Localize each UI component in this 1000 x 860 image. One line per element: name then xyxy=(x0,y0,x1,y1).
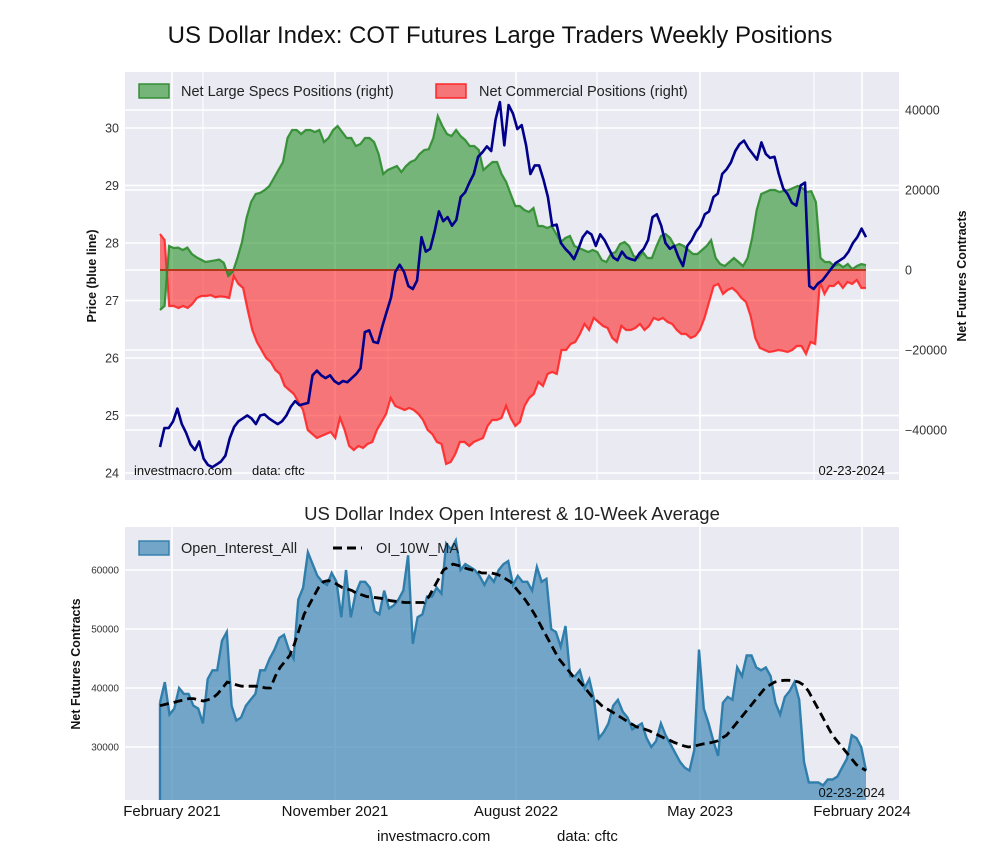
top-ytick-left-label: 29 xyxy=(105,179,119,193)
top-ytick-left-label: 24 xyxy=(105,467,119,481)
top-panel: 24 25 26 27 28 29 30 −40000 −20000 0 20000 40000 P… xyxy=(85,72,969,481)
legend-swatch-commercial xyxy=(436,84,466,98)
legend-label-specs: Net Large Specs Positions (right) xyxy=(181,84,394,100)
top-ytick-right-label: −20000 xyxy=(905,344,947,358)
legend-swatch-specs xyxy=(139,84,169,98)
bottom-panel: 30000 40000 50000 60000 February 2021 Novemb… xyxy=(69,527,911,820)
top-date-note: 02-23-2024 xyxy=(819,463,886,478)
top-ytick-right-label: 20000 xyxy=(905,184,940,198)
bottom-xtick-label: February 2024 xyxy=(813,803,911,820)
bottom-xtick-label: November 2021 xyxy=(282,803,389,820)
legend-swatch-oi xyxy=(139,541,169,555)
top-ylabel-left: Price (blue line) xyxy=(85,229,99,322)
top-ytick-right-label: 0 xyxy=(905,264,912,278)
footer-source: investmacro.com xyxy=(377,828,490,845)
bottom-yticks: 30000 40000 50000 60000 xyxy=(91,566,119,754)
bottom-date-note: 02-23-2024 xyxy=(819,785,886,800)
bottom-ytick-label: 40000 xyxy=(91,684,119,695)
legend-label-oi: Open_Interest_All xyxy=(181,541,297,557)
top-ytick-left-label: 26 xyxy=(105,352,119,366)
bottom-xtick-label: February 2021 xyxy=(123,803,221,820)
footer-data: data: cftc xyxy=(557,828,618,845)
bottom-xticks: February 2021 November 2021 August 2022 May… xyxy=(123,803,911,820)
top-ytick-right-label: 40000 xyxy=(905,104,940,118)
top-yticks-right: −40000 −20000 0 20000 40000 xyxy=(905,104,947,438)
top-data-note: data: cftc xyxy=(252,463,305,478)
top-ylabel-right: Net Futures Contracts xyxy=(955,210,969,341)
top-ytick-left-label: 25 xyxy=(105,409,119,423)
bottom-ylabel: Net Futures Contracts xyxy=(69,598,83,729)
legend-label-ma: OI_10W_MA xyxy=(376,541,459,557)
top-ytick-left-label: 28 xyxy=(105,237,119,251)
bottom-ytick-label: 60000 xyxy=(91,566,119,577)
legend-label-commercial: Net Commercial Positions (right) xyxy=(479,84,688,100)
bottom-xtick-label: August 2022 xyxy=(474,803,558,820)
bottom-xtick-label: May 2023 xyxy=(667,803,733,820)
top-ytick-right-label: −40000 xyxy=(905,424,947,438)
chart-canvas: 24 25 26 27 28 29 30 −40000 −20000 0 20000 40000 P… xyxy=(0,0,1000,860)
top-source-note: investmacro.com xyxy=(134,463,232,478)
top-ytick-left-label: 27 xyxy=(105,294,119,308)
bottom-ytick-label: 30000 xyxy=(91,743,119,754)
top-ytick-left-label: 30 xyxy=(105,122,119,136)
top-yticks-left: 24 25 26 27 28 29 30 xyxy=(105,122,119,481)
bottom-ytick-label: 50000 xyxy=(91,625,119,636)
